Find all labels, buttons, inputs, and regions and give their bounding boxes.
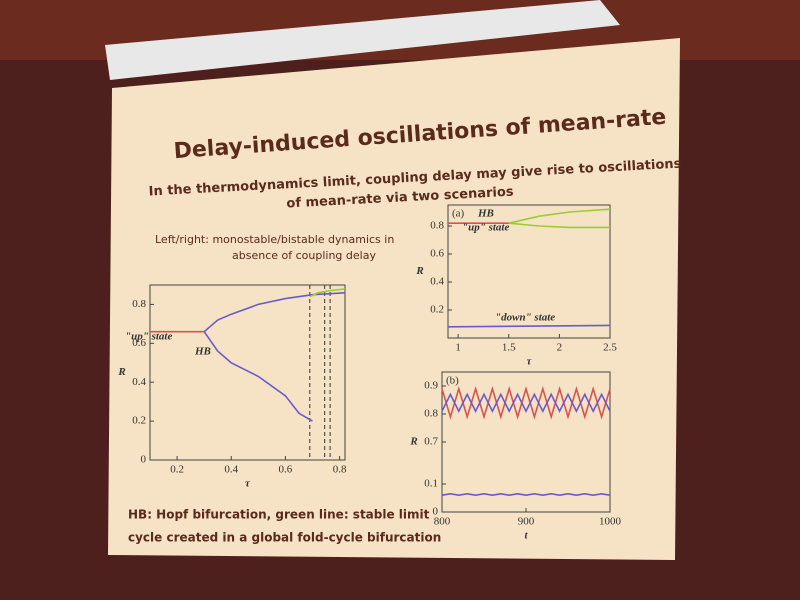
y-tick-label: 0.2 bbox=[132, 415, 146, 427]
footer: cycle created in a global fold-cycle bif… bbox=[128, 531, 441, 545]
annotation: "down" state bbox=[495, 312, 555, 324]
annotation: "up" state bbox=[125, 331, 172, 343]
curve bbox=[441, 392, 611, 413]
y-tick-label: 0.6 bbox=[430, 248, 444, 260]
note: Left/right: monostable/bistable dynamics… bbox=[155, 233, 394, 246]
annotation: HB bbox=[477, 208, 494, 220]
curve bbox=[447, 324, 611, 328]
panel-label: (b) bbox=[446, 375, 459, 387]
x-axis-label: τ bbox=[527, 356, 533, 368]
projector-screen-case bbox=[105, 0, 620, 80]
plot-frame bbox=[447, 204, 611, 339]
x-axis-label: τ bbox=[245, 478, 251, 490]
plots: 0.2 0.4 0.6 0.8 0 0.2 0.4 0.6 0.8 τ R "up" state HB 1… bbox=[117, 204, 622, 542]
y-tick-label: 0.2 bbox=[430, 304, 444, 316]
y-tick-label: 0.7 bbox=[424, 436, 438, 448]
y-tick-label: 0.1 bbox=[424, 478, 438, 490]
y-tick-label: 0.6 bbox=[132, 337, 146, 349]
curve bbox=[508, 208, 611, 224]
y-tick-label: 0.8 bbox=[430, 220, 444, 232]
curve bbox=[203, 331, 313, 422]
x-tick-label: 2.5 bbox=[603, 342, 617, 354]
y-tick-label: 0.4 bbox=[430, 276, 444, 288]
x-tick-label: 1 bbox=[455, 342, 461, 354]
y-tick-label: 0.9 bbox=[424, 380, 438, 392]
x-tick-label: 900 bbox=[518, 516, 535, 528]
x-tick-label: 800 bbox=[434, 516, 451, 528]
slide bbox=[108, 38, 680, 560]
curve bbox=[309, 288, 346, 298]
x-tick-label: 1.5 bbox=[502, 342, 516, 354]
x-axis-label: t bbox=[524, 530, 528, 542]
curve bbox=[441, 492, 611, 497]
y-tick-label: 0 bbox=[433, 506, 439, 518]
y-axis-label: R bbox=[415, 265, 423, 277]
curve bbox=[508, 222, 610, 229]
plot-frame bbox=[149, 284, 346, 461]
panel-label: (a) bbox=[452, 208, 465, 220]
y-axis-label: R bbox=[409, 436, 417, 448]
x-tick-label: 0.2 bbox=[170, 464, 184, 476]
annotation: HB bbox=[194, 346, 211, 358]
y-tick-label: 0.8 bbox=[424, 408, 438, 420]
curve bbox=[441, 386, 611, 420]
annotation: "up" state bbox=[462, 222, 509, 234]
x-tick-label: 2 bbox=[557, 342, 563, 354]
x-tick-label: 0.8 bbox=[333, 464, 347, 476]
x-tick-label: 0.4 bbox=[224, 464, 238, 476]
y-tick-label: 0.8 bbox=[132, 298, 146, 310]
x-tick-label: 1000 bbox=[599, 516, 622, 528]
footer: HB: Hopf bifurcation, green line: stable… bbox=[128, 508, 430, 522]
note: absence of coupling delay bbox=[232, 249, 376, 262]
x-tick-label: 0.6 bbox=[279, 464, 293, 476]
y-tick-label: 0.4 bbox=[132, 376, 146, 388]
y-tick-label: 0 bbox=[141, 454, 147, 466]
y-axis-label: R bbox=[117, 366, 125, 378]
